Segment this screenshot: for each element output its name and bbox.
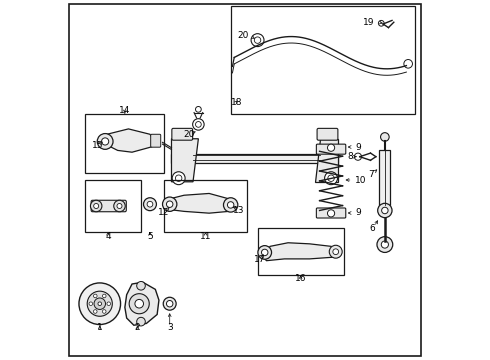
Circle shape: [163, 197, 177, 211]
FancyBboxPatch shape: [317, 144, 346, 154]
Circle shape: [333, 249, 339, 255]
Polygon shape: [315, 139, 338, 182]
Text: 5: 5: [147, 232, 153, 241]
Text: 4: 4: [105, 232, 111, 241]
FancyBboxPatch shape: [151, 134, 161, 147]
Text: 16: 16: [295, 274, 306, 283]
Polygon shape: [170, 193, 231, 213]
Circle shape: [163, 297, 176, 310]
Text: 18: 18: [231, 98, 243, 107]
Text: 7: 7: [368, 170, 374, 179]
Text: 10: 10: [355, 176, 367, 185]
Circle shape: [262, 249, 268, 256]
Text: 1: 1: [97, 323, 102, 332]
Bar: [85, 180, 141, 232]
Text: 12: 12: [158, 208, 169, 217]
Text: 17: 17: [254, 255, 266, 264]
Circle shape: [91, 200, 102, 212]
FancyBboxPatch shape: [317, 208, 346, 218]
Circle shape: [378, 21, 384, 26]
Text: 9: 9: [355, 143, 361, 152]
Circle shape: [377, 237, 393, 252]
Circle shape: [172, 172, 185, 185]
Circle shape: [137, 282, 146, 290]
Text: 20: 20: [184, 130, 195, 139]
Text: 20: 20: [237, 31, 248, 40]
Circle shape: [223, 198, 238, 212]
Polygon shape: [172, 154, 338, 163]
Circle shape: [328, 175, 334, 181]
Bar: [85, 114, 164, 173]
Circle shape: [378, 203, 392, 218]
Circle shape: [251, 34, 264, 46]
Circle shape: [137, 318, 146, 326]
Circle shape: [89, 302, 93, 306]
Circle shape: [144, 198, 156, 211]
Circle shape: [258, 246, 271, 259]
Circle shape: [381, 133, 389, 141]
Circle shape: [327, 210, 335, 217]
Circle shape: [193, 119, 204, 130]
Text: 15: 15: [92, 141, 103, 150]
Circle shape: [94, 203, 98, 208]
Polygon shape: [172, 139, 198, 182]
Polygon shape: [107, 129, 153, 152]
Circle shape: [114, 200, 125, 212]
Circle shape: [102, 310, 106, 313]
Circle shape: [129, 294, 149, 314]
Text: 6: 6: [369, 224, 375, 233]
FancyBboxPatch shape: [317, 129, 338, 140]
Circle shape: [167, 201, 173, 207]
Text: 11: 11: [200, 232, 211, 241]
Circle shape: [135, 300, 144, 308]
Circle shape: [327, 144, 335, 151]
Circle shape: [254, 37, 261, 43]
Circle shape: [107, 302, 111, 306]
Circle shape: [381, 241, 389, 248]
Circle shape: [196, 107, 201, 112]
Polygon shape: [263, 243, 337, 261]
Circle shape: [98, 302, 101, 306]
Circle shape: [87, 291, 112, 316]
Bar: [164, 180, 247, 232]
FancyBboxPatch shape: [172, 129, 193, 140]
Text: 3: 3: [167, 323, 172, 332]
Circle shape: [94, 294, 97, 298]
Circle shape: [167, 301, 173, 307]
Bar: [379, 149, 390, 205]
Text: 13: 13: [233, 206, 245, 215]
Circle shape: [324, 172, 338, 185]
Bar: [231, 6, 416, 114]
Circle shape: [97, 134, 113, 149]
Circle shape: [227, 202, 234, 208]
Bar: [258, 228, 343, 275]
Circle shape: [175, 175, 182, 181]
Text: 14: 14: [119, 105, 130, 114]
Text: 9: 9: [355, 208, 361, 217]
Text: 2: 2: [135, 323, 140, 332]
Circle shape: [79, 283, 121, 324]
Polygon shape: [125, 282, 159, 325]
Circle shape: [94, 310, 97, 313]
Circle shape: [102, 294, 106, 298]
Circle shape: [94, 298, 105, 310]
Circle shape: [382, 207, 388, 214]
Circle shape: [196, 122, 201, 127]
Circle shape: [101, 138, 109, 145]
Text: 19: 19: [363, 18, 375, 27]
Circle shape: [147, 201, 153, 207]
Text: 8: 8: [347, 152, 353, 161]
Circle shape: [404, 59, 413, 68]
Circle shape: [354, 153, 362, 160]
FancyBboxPatch shape: [91, 200, 126, 212]
Circle shape: [117, 203, 122, 208]
Circle shape: [329, 245, 342, 258]
